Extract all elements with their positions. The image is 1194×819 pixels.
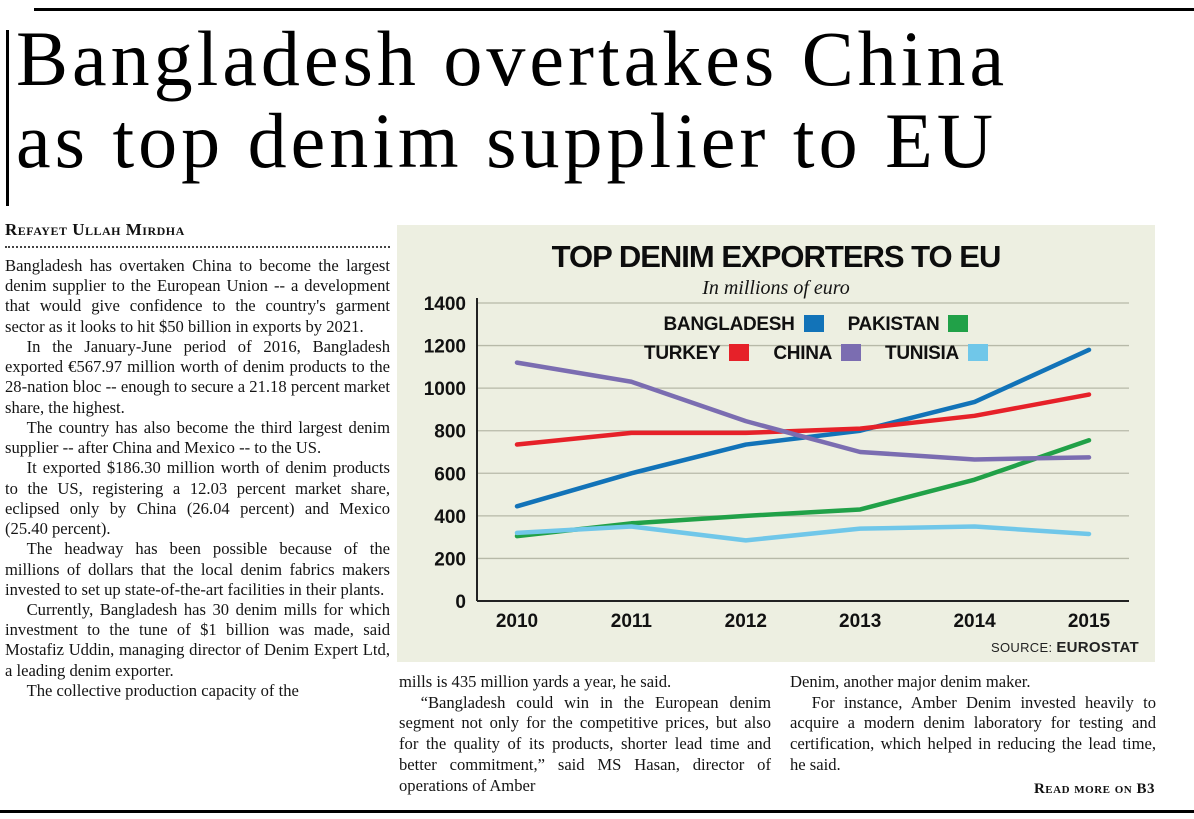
article-paragraph: “Bangladesh could win in the European de… <box>399 692 771 795</box>
article-body-col1: Bangladesh has overtaken China to become… <box>5 256 390 701</box>
legend-swatch <box>948 315 969 332</box>
article-paragraph: The country has also become the third la… <box>5 417 390 458</box>
headline-line2: as top denim supplier to EU <box>16 96 998 184</box>
legend-label: PAKISTAN <box>847 314 940 335</box>
svg-text:2015: 2015 <box>1068 611 1111 632</box>
left-rule <box>6 30 9 206</box>
byline: Refayet Ullah Mirdha <box>5 220 185 239</box>
svg-text:2010: 2010 <box>496 611 538 632</box>
page-title: Bangladesh overtakes China as top denim s… <box>16 18 1192 182</box>
chart-subtitle: In millions of euro <box>702 277 850 299</box>
svg-text:2012: 2012 <box>725 611 767 632</box>
article-column-1: Refayet Ullah Mirdha Bangladesh has over… <box>5 220 390 701</box>
svg-text:2011: 2011 <box>611 611 653 632</box>
svg-text:200: 200 <box>434 549 466 570</box>
legend-row: BANGLADESH PAKISTAN <box>497 311 1135 340</box>
svg-text:1000: 1000 <box>424 379 466 400</box>
legend-label: BANGLADESH <box>663 314 795 335</box>
svg-text:600: 600 <box>434 464 466 485</box>
chart-legend: BANGLADESH PAKISTAN TURKEY CHINA TUNISIA <box>497 311 1135 369</box>
article-column-3: Denim, another major denim maker. For in… <box>790 672 1156 776</box>
article-paragraph: Bangladesh has overtaken China to become… <box>5 256 390 336</box>
article-paragraph: mills is 435 million yards a year, he sa… <box>399 672 672 691</box>
svg-text:2013: 2013 <box>839 611 881 632</box>
svg-text:1200: 1200 <box>424 337 466 358</box>
legend-label: CHINA <box>773 343 833 364</box>
source-label: SOURCE: <box>991 640 1053 655</box>
legend-item-china: CHINA <box>773 343 862 364</box>
denim-chart: 0 200 400 600 800 1000 1200 1400 2010 2011 2012 201… <box>424 294 1129 632</box>
denim-exporters-chart-panel: TOP DENIM EXPORTERS TO EU In millions of… <box>397 225 1155 662</box>
legend-swatch <box>967 344 988 361</box>
legend-item-bangladesh: BANGLADESH <box>664 314 824 335</box>
read-more-link[interactable]: Read more on B3 <box>1033 781 1155 797</box>
bottom-rule <box>0 810 1194 813</box>
article-paragraph: Denim, another major denim maker. <box>790 672 1031 691</box>
legend-row: TURKEY CHINA TUNISIA <box>497 340 1135 369</box>
svg-text:400: 400 <box>434 507 466 528</box>
article-column-2: mills is 435 million yards a year, he sa… <box>399 672 771 796</box>
legend-item-turkey: TURKEY <box>644 343 750 364</box>
article-paragraph: The collective production capacity of th… <box>26 680 299 700</box>
legend-swatch <box>729 344 750 361</box>
byline-divider <box>5 246 390 248</box>
article-paragraph: For instance, Amber Denim invested heavi… <box>790 692 1156 774</box>
legend-label: TUNISIA <box>885 343 959 364</box>
chart-source: SOURCE: EUROSTAT <box>991 639 1139 656</box>
legend-item-pakistan: PAKISTAN <box>848 314 969 335</box>
legend-swatch <box>803 315 824 332</box>
article-paragraph: The headway has been possible because of… <box>5 539 390 599</box>
top-rule <box>34 8 1194 11</box>
svg-text:0: 0 <box>455 592 466 613</box>
svg-text:2014: 2014 <box>953 611 996 632</box>
legend-label: TURKEY <box>644 343 721 364</box>
article-paragraph: In the January-June period of 2016, Bang… <box>5 336 390 417</box>
headline-line1: Bangladesh overtakes China <box>16 15 1009 102</box>
svg-text:1400: 1400 <box>424 294 466 315</box>
article-paragraph: It exported $186.30 million worth of den… <box>5 458 390 539</box>
svg-text:800: 800 <box>434 422 466 443</box>
chart-title: TOP DENIM EXPORTERS TO EU <box>551 239 1002 274</box>
legend-item-tunisia: TUNISIA <box>885 343 988 364</box>
article-paragraph: Currently, Bangladesh has 30 denim mills… <box>5 599 390 680</box>
legend-swatch <box>841 344 862 361</box>
source-value: EUROSTAT <box>1056 639 1139 656</box>
